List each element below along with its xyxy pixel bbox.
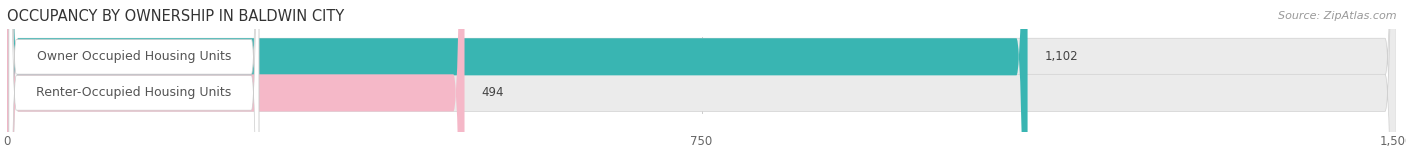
Text: 494: 494 (481, 86, 503, 99)
FancyBboxPatch shape (8, 0, 259, 161)
Text: Owner Occupied Housing Units: Owner Occupied Housing Units (37, 50, 231, 63)
Text: Source: ZipAtlas.com: Source: ZipAtlas.com (1278, 11, 1396, 21)
Text: Renter-Occupied Housing Units: Renter-Occupied Housing Units (37, 86, 232, 99)
FancyBboxPatch shape (7, 0, 1396, 161)
FancyBboxPatch shape (7, 0, 1396, 161)
Text: 1,102: 1,102 (1045, 50, 1078, 63)
FancyBboxPatch shape (7, 0, 1028, 161)
Text: OCCUPANCY BY OWNERSHIP IN BALDWIN CITY: OCCUPANCY BY OWNERSHIP IN BALDWIN CITY (7, 9, 344, 24)
FancyBboxPatch shape (8, 0, 259, 161)
FancyBboxPatch shape (7, 0, 464, 161)
